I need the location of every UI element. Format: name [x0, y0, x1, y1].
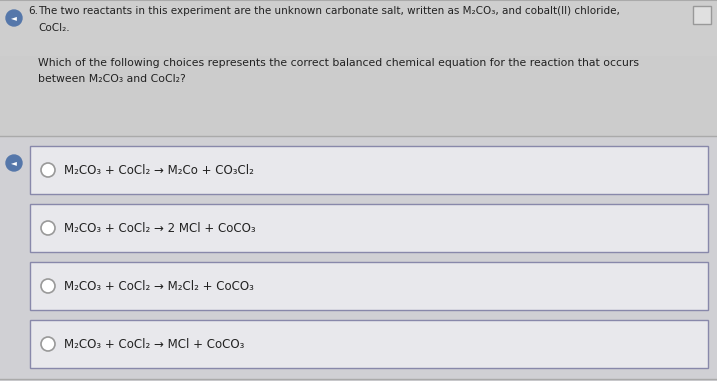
Circle shape — [41, 337, 55, 351]
Text: ◄: ◄ — [11, 158, 17, 168]
FancyBboxPatch shape — [0, 0, 717, 136]
Circle shape — [6, 10, 22, 26]
FancyBboxPatch shape — [30, 262, 708, 310]
Text: Which of the following choices represents the correct balanced chemical equation: Which of the following choices represent… — [38, 58, 639, 68]
Circle shape — [41, 279, 55, 293]
FancyBboxPatch shape — [30, 204, 708, 252]
Circle shape — [41, 163, 55, 177]
Text: 6.: 6. — [28, 6, 38, 16]
Text: The two reactants in this experiment are the unknown carbonate salt, written as : The two reactants in this experiment are… — [38, 6, 620, 16]
FancyBboxPatch shape — [0, 136, 717, 381]
FancyBboxPatch shape — [30, 320, 708, 368]
FancyBboxPatch shape — [693, 6, 711, 24]
FancyBboxPatch shape — [0, 56, 717, 136]
Text: M₂CO₃ + CoCl₂ → MCl + CoCO₃: M₂CO₃ + CoCl₂ → MCl + CoCO₃ — [64, 338, 244, 351]
Circle shape — [41, 221, 55, 235]
Text: between M₂CO₃ and CoCl₂?: between M₂CO₃ and CoCl₂? — [38, 74, 186, 84]
Text: M₂CO₃ + CoCl₂ → M₂Cl₂ + CoCO₃: M₂CO₃ + CoCl₂ → M₂Cl₂ + CoCO₃ — [64, 280, 254, 293]
Text: M₂CO₃ + CoCl₂ → M₂Co + CO₃Cl₂: M₂CO₃ + CoCl₂ → M₂Co + CO₃Cl₂ — [64, 163, 254, 176]
Text: ◄: ◄ — [11, 13, 17, 22]
Circle shape — [6, 155, 22, 171]
Text: CoCl₂.: CoCl₂. — [38, 23, 70, 33]
Text: M₂CO₃ + CoCl₂ → 2 MCl + CoCO₃: M₂CO₃ + CoCl₂ → 2 MCl + CoCO₃ — [64, 221, 256, 234]
FancyBboxPatch shape — [30, 146, 708, 194]
